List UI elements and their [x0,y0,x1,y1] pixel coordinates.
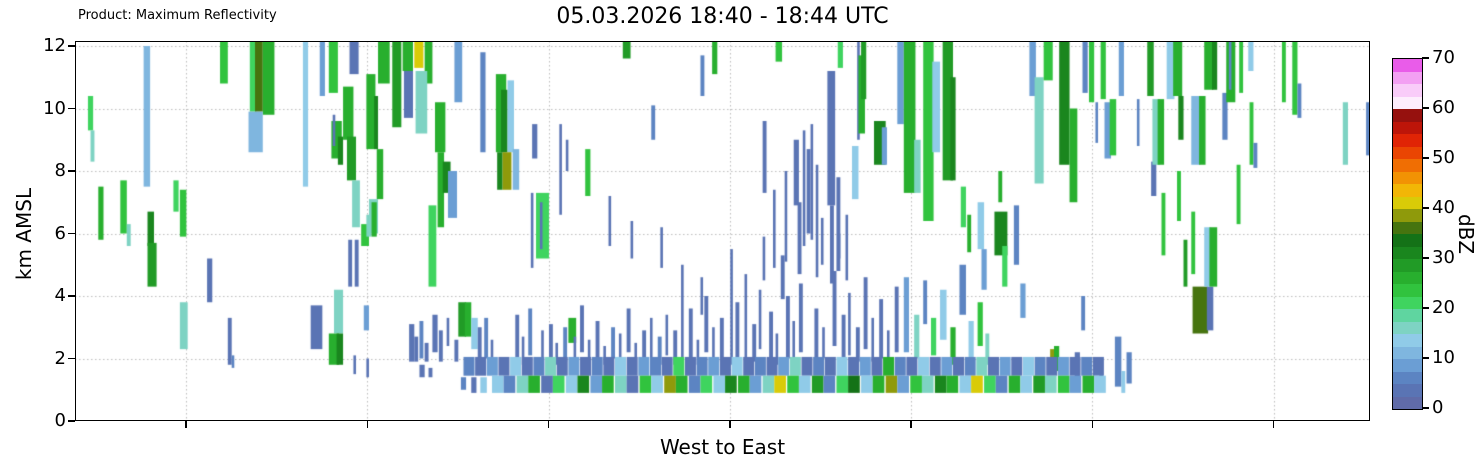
colorbar-cell [1393,59,1422,72]
colorbar-cell [1393,296,1422,309]
colorbar-cell [1393,371,1422,384]
y-tick-label: 8 [54,160,66,181]
colorbar-cell [1393,209,1422,222]
product-label: Product: Maximum Reflectivity [78,8,277,23]
colorbar-tick-mark [1422,157,1429,159]
y-tick-label: 2 [54,347,66,369]
x-tick-mark [547,421,550,428]
y-tick-mark [68,107,75,110]
colorbar-cell [1393,221,1422,234]
colorbar-tick-label: 10 [1432,347,1455,368]
colorbar-cell [1393,184,1422,197]
colorbar-cell [1393,234,1422,247]
colorbar-cell [1393,259,1422,272]
colorbar-tick-label: 0 [1432,397,1444,418]
colorbar-cell [1393,84,1422,97]
colorbar-tick-mark [1422,307,1429,309]
colorbar-cell [1393,109,1422,122]
colorbar-cell [1393,271,1422,284]
colorbar-cell [1393,334,1422,347]
colorbar-tick-label: 60 [1432,97,1455,118]
y-tick-label: 12 [43,35,66,56]
x-tick-mark [1273,421,1275,428]
colorbar-cell [1393,146,1422,159]
y-tick-label: 10 [43,97,66,119]
y-tick-label: 4 [54,285,66,306]
colorbar-cell [1393,121,1422,134]
x-tick-mark [185,421,187,428]
y-tick-mark [68,295,75,297]
colorbar-cell [1393,159,1422,172]
colorbar-tick-label: 20 [1432,297,1455,318]
x-tick-mark [366,421,368,428]
colorbar-tick-mark [1422,207,1429,209]
colorbar-cell [1393,96,1422,109]
colorbar-cell [1393,246,1422,259]
colorbar [1392,58,1423,410]
colorbar-tick-mark [1422,407,1429,409]
colorbar-cell [1393,396,1422,409]
colorbar-cell [1393,309,1422,322]
colorbar-cell [1393,284,1422,297]
y-tick-label: 0 [54,410,66,431]
colorbar-cell [1393,171,1422,184]
colorbar-tick-label: 50 [1432,147,1455,168]
x-tick-mark [1091,421,1094,428]
x-tick-mark [729,421,731,428]
colorbar-cell [1393,346,1422,359]
colorbar-tick-label: 30 [1432,247,1455,268]
x-tick-mark [910,421,912,428]
page-title: 05.03.2026 18:40 - 18:44 UTC [556,4,889,29]
y-tick-mark [68,45,75,47]
colorbar-cell [1393,71,1422,84]
x-axis-label: West to East [659,435,786,459]
colorbar-tick-label: 70 [1432,47,1455,68]
colorbar-tick-mark [1422,257,1429,259]
colorbar-tick-mark [1422,57,1429,59]
colorbar-tick-mark [1422,107,1429,109]
colorbar-label: dBZ [1454,213,1478,255]
colorbar-cell [1393,321,1422,334]
colorbar-tick-mark [1422,357,1429,359]
colorbar-cell [1393,384,1422,397]
y-tick-mark [68,170,75,172]
colorbar-cell [1393,196,1422,209]
colorbar-cell [1393,359,1422,372]
y-tick-mark [68,357,75,360]
y-tick-mark [68,420,75,422]
reflectivity-plot-canvas [75,41,1370,421]
y-tick-mark [68,232,75,235]
colorbar-cell [1393,134,1422,147]
y-tick-label: 6 [54,222,66,244]
colorbar-tick-label: 40 [1432,197,1455,218]
